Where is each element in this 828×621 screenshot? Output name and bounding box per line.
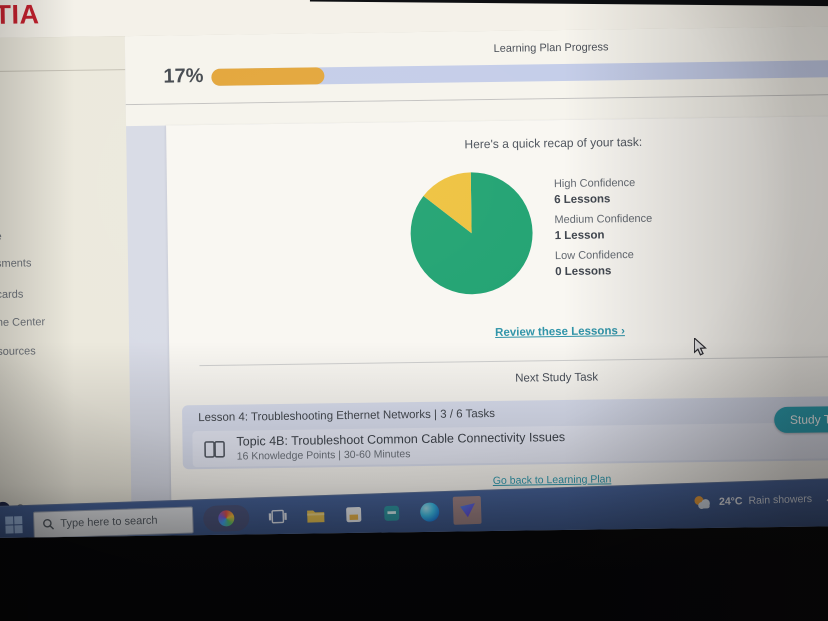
sidebar-item-assessments[interactable]: sments bbox=[0, 257, 32, 270]
lesson-progress-line: Lesson 4: Troubleshooting Ethernet Netwo… bbox=[198, 407, 496, 425]
search-placeholder: Type here to search bbox=[60, 514, 158, 530]
pinned-apps bbox=[263, 495, 482, 531]
arrow-cursor bbox=[693, 336, 709, 361]
magnifier-icon bbox=[43, 518, 55, 530]
legend-label-low: Low Confidence bbox=[554, 249, 634, 263]
pie-slice-0 bbox=[410, 172, 533, 295]
color-orb-icon bbox=[218, 510, 235, 527]
weather-temp[interactable]: 24°C bbox=[718, 495, 743, 508]
progress-track bbox=[211, 59, 828, 86]
legend-value-high: 6 Lessons bbox=[554, 193, 611, 207]
progress-percent: 17% bbox=[163, 65, 204, 88]
topic-meta: 16 Knowledge Points | 30-60 Minutes bbox=[236, 448, 411, 463]
comptia-logo: TIA bbox=[0, 0, 40, 30]
sidebar-item-flashcards[interactable]: cards bbox=[0, 288, 24, 301]
teal-app-icon[interactable] bbox=[377, 498, 406, 527]
window-app-icon[interactable] bbox=[339, 500, 368, 529]
sun-cloud-icon[interactable] bbox=[693, 494, 714, 511]
cortana-button[interactable] bbox=[202, 504, 250, 533]
start-button[interactable] bbox=[5, 516, 24, 535]
pie-legend: High Confidence 6 Lessons Medium Confide… bbox=[554, 177, 653, 286]
learning-plan-progress-section: Learning Plan Progress 17% bbox=[124, 25, 828, 106]
legend-value-low: 0 Lessons bbox=[555, 265, 612, 279]
triangle-app-icon[interactable] bbox=[452, 495, 482, 525]
recap-heading: Here's a quick recap of your task: bbox=[464, 134, 643, 152]
topic-row[interactable]: Topic 4B: Troubleshoot Common Cable Conn… bbox=[192, 421, 828, 468]
sidebar-divider bbox=[0, 69, 126, 73]
confidence-pie bbox=[410, 172, 533, 295]
next-task-panel: Lesson 4: Troubleshooting Ethernet Netwo… bbox=[181, 395, 828, 470]
edge-icon[interactable] bbox=[415, 497, 444, 526]
open-book-icon bbox=[204, 440, 225, 458]
divider bbox=[199, 355, 828, 367]
progress-fill bbox=[211, 67, 325, 86]
legend-label-high: High Confidence bbox=[553, 176, 636, 191]
weather-condition[interactable]: Rain showers bbox=[748, 492, 813, 507]
task-view-icon[interactable] bbox=[263, 502, 292, 531]
main-content: Learning Plan Progress 17% Here's a quic… bbox=[124, 25, 828, 536]
laptop-screen: TIA n e s e sments cards ne Center sourc… bbox=[0, 0, 828, 539]
sidebar-item[interactable]: e bbox=[0, 231, 2, 243]
next-study-task-heading: Next Study Task bbox=[515, 371, 599, 385]
legend-value-medium: 1 Lesson bbox=[554, 229, 605, 243]
taskbar-search[interactable]: Type here to search bbox=[32, 505, 194, 539]
file-explorer-icon[interactable] bbox=[301, 501, 330, 530]
progress-title: Learning Plan Progress bbox=[493, 41, 609, 55]
sidebar: n e s e sments cards ne Center sources bbox=[0, 36, 132, 539]
taskbar-right: 24°C Rain showers bbox=[693, 481, 828, 518]
sidebar-item-game-center[interactable]: ne Center bbox=[0, 316, 46, 329]
sidebar-item-resources[interactable]: sources bbox=[0, 345, 36, 358]
legend-label-medium: Medium Confidence bbox=[554, 212, 653, 227]
recap-card: Here's a quick recap of your task: High … bbox=[166, 115, 828, 512]
review-lessons-link[interactable]: Review these Lessons › bbox=[495, 325, 625, 339]
study-task-button[interactable]: Study Task bbox=[774, 405, 828, 434]
